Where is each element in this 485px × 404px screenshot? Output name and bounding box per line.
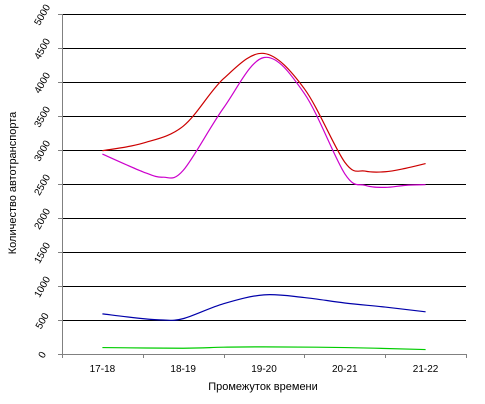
y-tick-label: 1500 [33, 240, 54, 265]
x-tick-labels: 17-18 18-19 19-20 20-21 21-22 [90, 364, 439, 375]
axes [58, 14, 467, 358]
x-tick-label: 20-21 [332, 364, 358, 375]
series-line-1 [102, 52, 426, 173]
x-tick-label: 19-20 [251, 364, 277, 375]
x-tick-label: 17-18 [90, 364, 116, 375]
y-tick-label: 3500 [33, 104, 54, 129]
series-line-3 [102, 294, 426, 321]
x-axis-label: Промежуток времени [208, 381, 318, 393]
y-tick-label: 4000 [33, 70, 54, 95]
series-line-2 [102, 56, 426, 189]
x-tick-label: 21-22 [413, 364, 439, 375]
y-tick-label: 4500 [33, 36, 54, 61]
y-tick-label: 2000 [33, 206, 54, 231]
y-tick-label: 2500 [33, 172, 54, 197]
y-tick-label: 3000 [33, 138, 54, 163]
y-tick-label: 0 [37, 350, 50, 361]
series-line-4 [102, 346, 426, 351]
y-tick-label: 5000 [33, 2, 54, 27]
y-tick-labels: 0 500 1000 1500 2000 2500 3000 3500 4000 4500 5000 [33, 2, 54, 360]
y-axis-label: Количество автотранспорта [7, 111, 19, 254]
x-tick-label: 18-19 [170, 364, 196, 375]
series-lines [102, 52, 426, 351]
y-tick-label: 1000 [33, 274, 54, 299]
y-tick-label: 500 [34, 311, 52, 331]
grid-lines [62, 14, 466, 321]
